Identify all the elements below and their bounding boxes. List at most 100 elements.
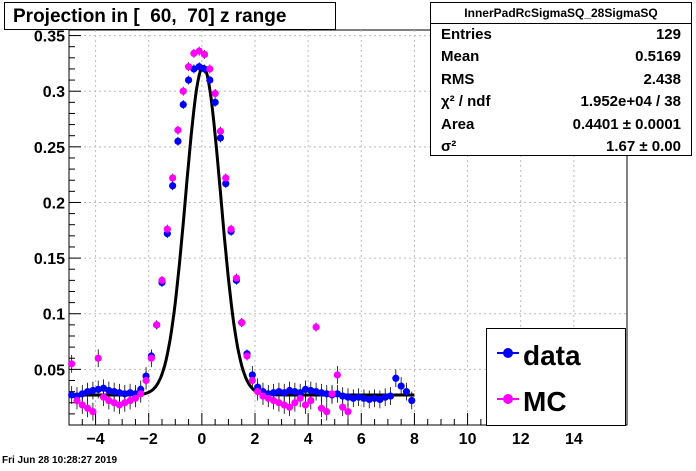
point-mc: [222, 174, 230, 182]
stats-row-mean: Mean 0.5169: [431, 46, 691, 68]
stats-value: 1.952e+04 / 38: [580, 93, 681, 111]
legend-label-data: data: [523, 340, 581, 371]
point-data: [408, 396, 416, 405]
point-data: [397, 382, 405, 390]
stats-key: Entries: [441, 26, 492, 43]
stats-row-rms: RMS 2.438: [431, 69, 691, 91]
point-data: [402, 388, 411, 396]
point-mc: [78, 401, 86, 409]
legend-marker-mc: [503, 394, 513, 404]
point-data: [169, 182, 177, 190]
stats-value: 0.4401 ± 0.0001: [572, 115, 681, 133]
stats-row-sigma2: σ² 1.67 ± 0.00: [431, 136, 691, 158]
point-mc: [254, 388, 262, 396]
x-tick-label: 6: [357, 431, 366, 448]
legend-marker-data: [503, 348, 513, 358]
point-mc: [339, 403, 347, 411]
point-mc: [285, 403, 294, 411]
y-tick-label: 0.1: [43, 307, 65, 324]
y-tick-label: 0.35: [34, 29, 65, 46]
point-mc: [163, 225, 171, 233]
x-tick-label: −4: [86, 431, 104, 448]
point-data: [222, 179, 230, 188]
legend-label-mc: MC: [523, 386, 567, 417]
stats-key: Area: [441, 115, 475, 133]
point-mc: [184, 63, 193, 71]
stats-row-chi2: χ² / ndf 1.952e+04 / 38: [431, 91, 691, 113]
fit-curve: [69, 64, 415, 397]
point-mc: [243, 352, 251, 360]
point-mc: [89, 408, 97, 416]
point-mc: [158, 276, 166, 284]
point-mc: [131, 394, 140, 402]
point-data: [206, 76, 214, 84]
point-mc: [211, 89, 219, 98]
point-mc: [344, 408, 352, 416]
point-mc: [216, 127, 225, 135]
point-data: [184, 76, 193, 84]
point-data: [386, 392, 395, 400]
point-mc: [291, 399, 299, 407]
point-mc: [227, 225, 235, 233]
point-mc: [206, 65, 214, 73]
stats-key: σ²: [441, 137, 457, 155]
y-tick-label: 0.05: [34, 362, 65, 379]
x-tick-label: 0: [197, 431, 206, 448]
point-mc: [179, 87, 187, 95]
stats-key: χ² / ndf: [441, 93, 491, 111]
point-mc: [307, 396, 315, 405]
point-data: [211, 98, 219, 106]
x-tick-label: 4: [304, 431, 313, 448]
point-mc: [84, 404, 92, 412]
stats-row-entries: Entries 129: [431, 24, 691, 46]
x-tick-label: −2: [140, 431, 158, 448]
x-tick-label: 2: [251, 431, 260, 448]
x-tick-label: 10: [459, 431, 477, 448]
x-tick-label: 12: [512, 431, 530, 448]
y-tick-label: 0.2: [43, 195, 65, 212]
point-mc: [73, 396, 81, 405]
point-mc: [312, 323, 320, 331]
y-tick-label: 0.3: [43, 84, 65, 101]
legend-entry-mc: MC: [487, 379, 625, 425]
point-mc: [323, 408, 331, 416]
point-mc: [142, 376, 150, 385]
stats-value: 129: [655, 26, 681, 43]
stats-value: 1.67 ± 0.00: [606, 137, 681, 155]
legend-entry-data: data: [487, 333, 625, 379]
y-tick-label: 0.15: [34, 251, 65, 268]
stats-value: 0.5169: [635, 48, 681, 66]
stats-key: RMS: [441, 70, 475, 88]
point-mc: [238, 319, 246, 327]
point-mc: [147, 354, 155, 362]
stats-key: Mean: [441, 48, 480, 66]
timestamp-footer: Fri Jun 28 10:28:27 2019: [2, 455, 118, 466]
point-mc: [200, 50, 209, 59]
x-tick-label: 8: [410, 431, 419, 448]
chart-title: Projection in [ 60, 70] z range: [4, 2, 336, 30]
point-mc: [137, 390, 145, 398]
point-mc: [94, 354, 102, 362]
stats-value: 2.438: [643, 70, 681, 88]
point-mc: [99, 393, 108, 401]
point-data: [200, 65, 209, 73]
point-data: [392, 374, 400, 382]
point-data: [179, 100, 187, 109]
point-mc: [333, 371, 341, 379]
stats-row-area: Area 0.4401 ± 0.0001: [431, 114, 691, 136]
point-mc: [153, 321, 161, 329]
y-tick-label: 0.25: [34, 140, 65, 157]
point-data: [216, 134, 225, 142]
x-tick-label: 14: [565, 431, 583, 448]
point-mc: [296, 394, 304, 402]
point-mc: [248, 376, 256, 385]
point-data: [296, 389, 304, 397]
point-mc: [328, 390, 336, 398]
point-mc: [301, 401, 310, 409]
stats-title: InnerPadRcSigmaSQ_28SigmaSQ: [431, 3, 691, 24]
point-mc: [169, 174, 177, 182]
point-mc: [68, 360, 76, 368]
point-data: [174, 137, 182, 145]
point-mc: [195, 47, 203, 55]
